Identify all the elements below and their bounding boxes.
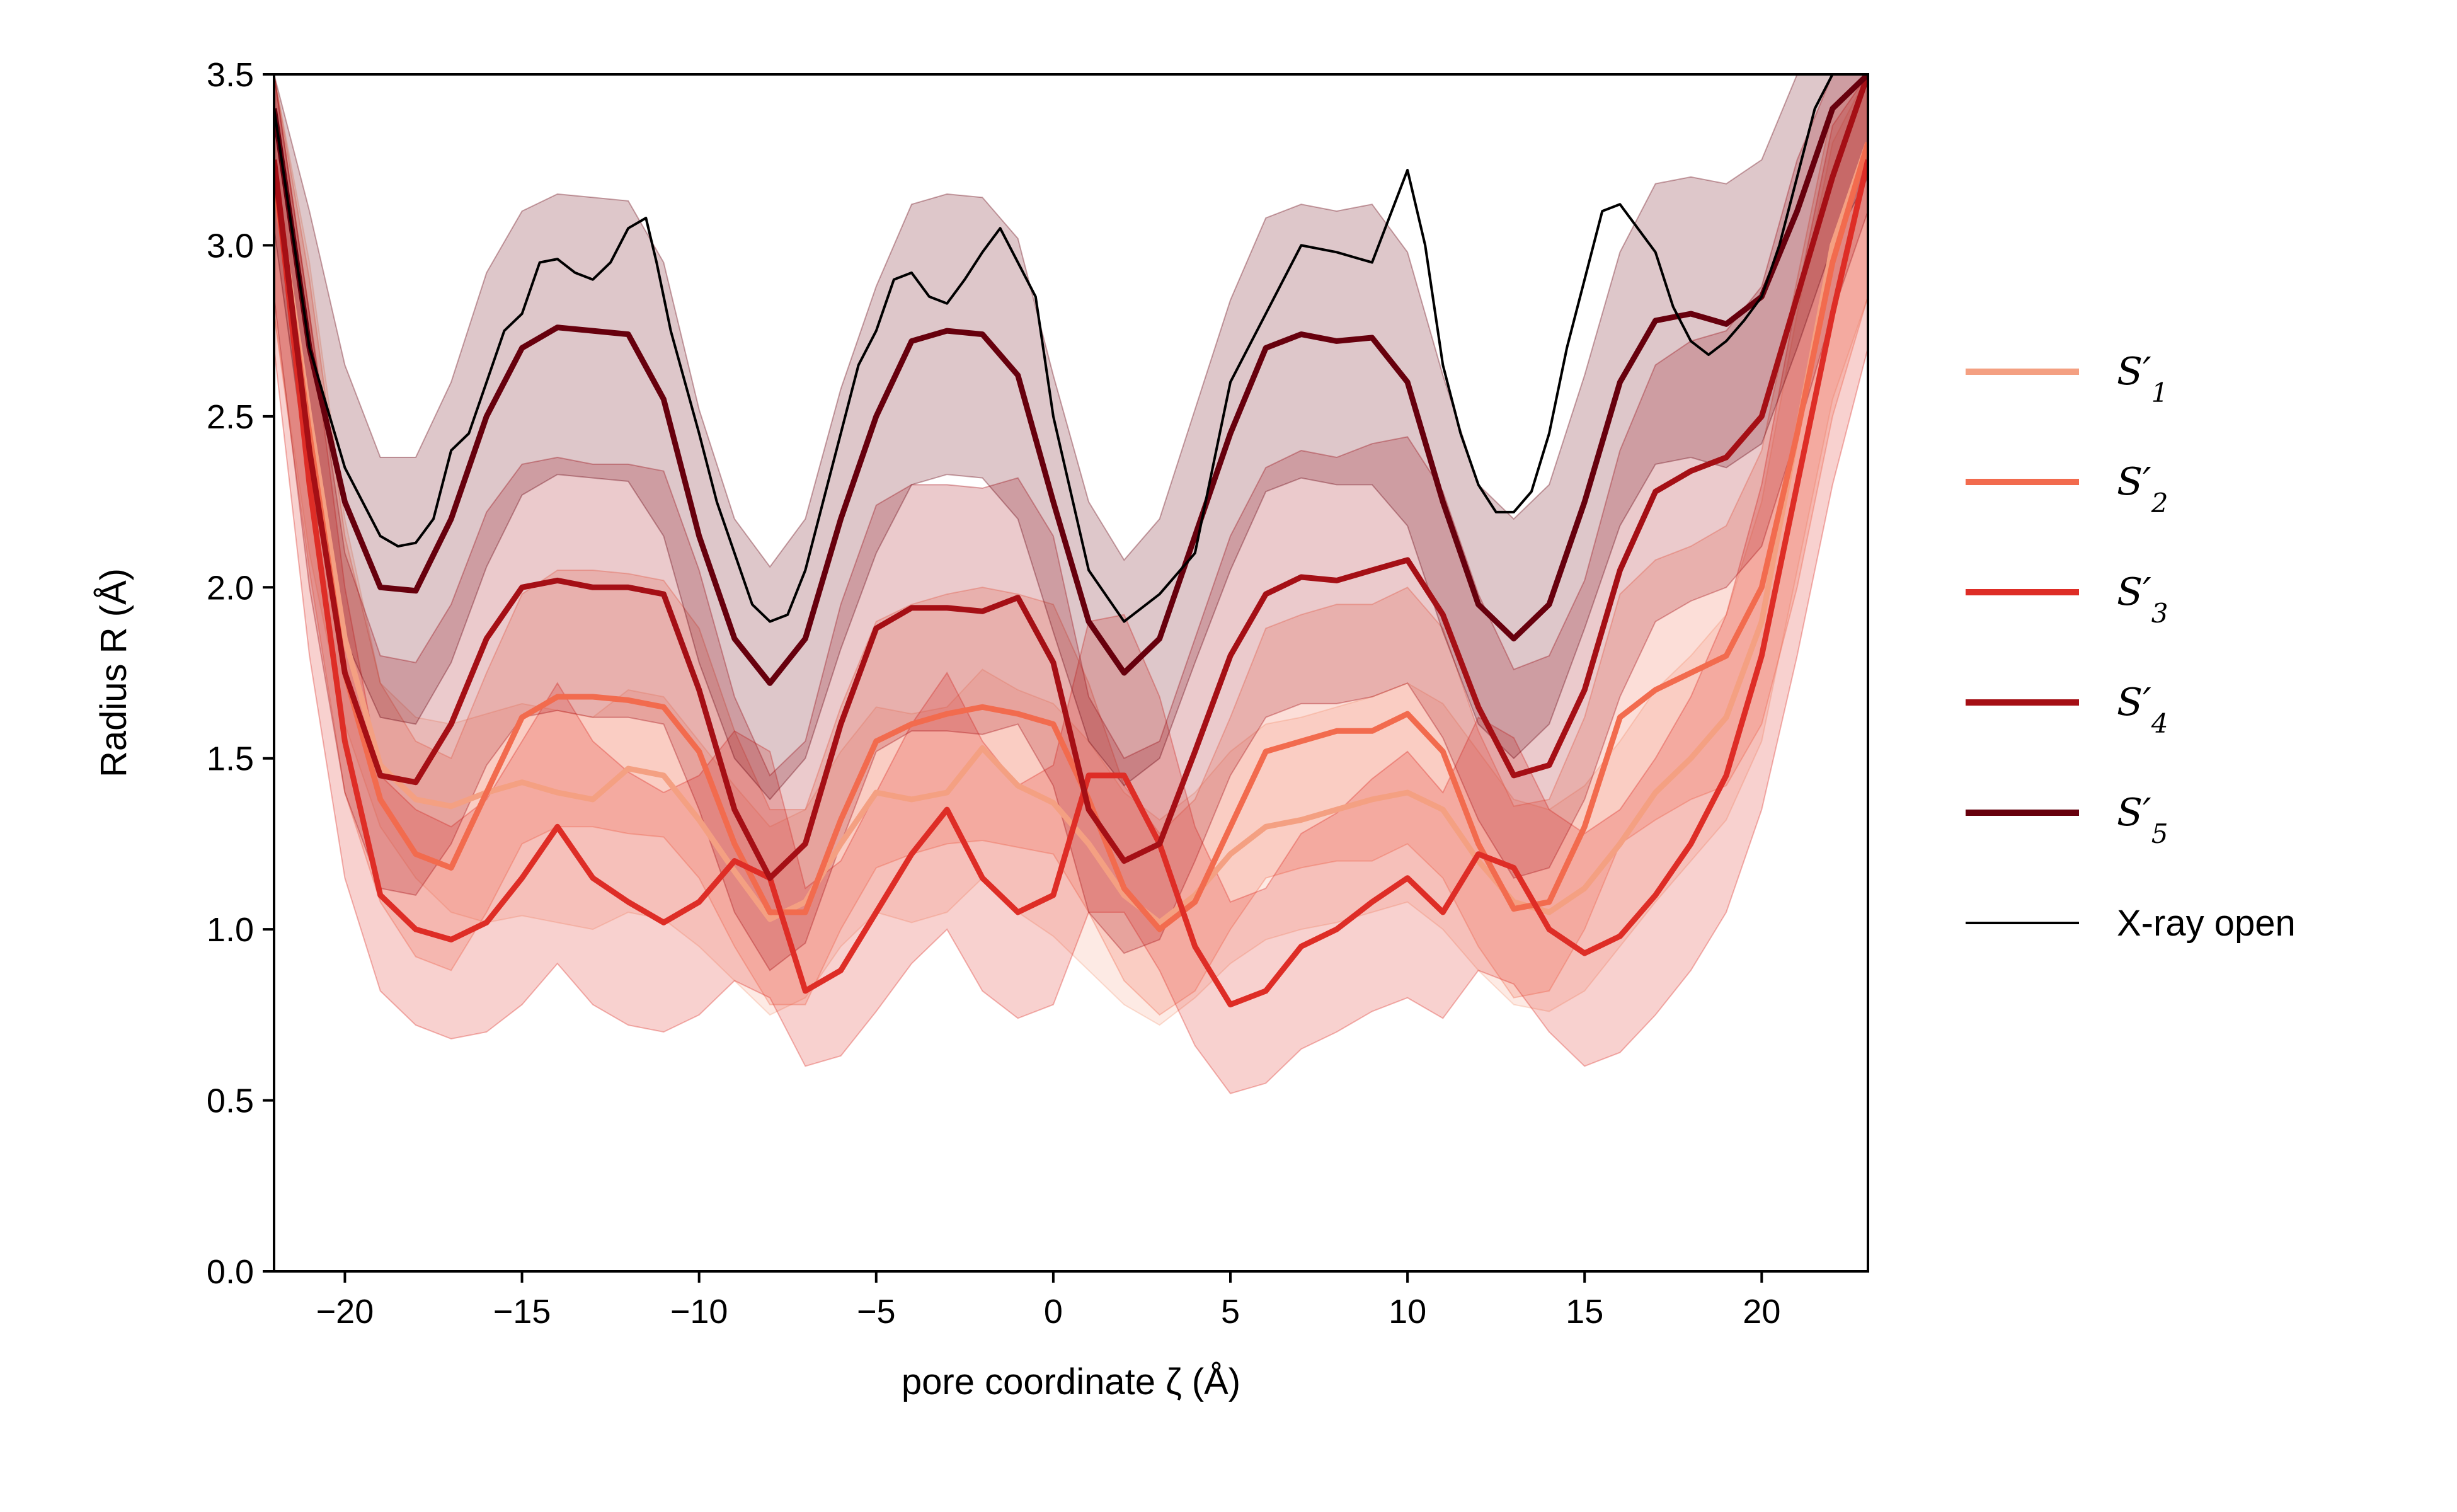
- x-tick-label: −20: [316, 1293, 374, 1331]
- x-axis-ticks: −20 −15 −10 −5 0 5 10 15 20: [316, 1271, 1780, 1331]
- band-series-5: [274, 74, 1868, 801]
- line-series-3: [274, 159, 1868, 1008]
- line-series-4: [274, 74, 1868, 881]
- x-tick-label: 15: [1566, 1293, 1603, 1331]
- legend-label: S′1: [2117, 350, 2168, 408]
- x-tick-label: 10: [1389, 1293, 1426, 1331]
- legend-label: S′2: [2117, 460, 2168, 518]
- x-tick-label: −15: [493, 1293, 551, 1331]
- line-series-2: [274, 142, 1868, 932]
- band-series-2: [274, 74, 1868, 1016]
- y-tick-label: 1.0: [207, 911, 254, 949]
- legend-subscript: 3: [2151, 598, 2168, 629]
- x-tick-label: 0: [1044, 1293, 1063, 1331]
- legend-subscript: 5: [2151, 818, 2168, 849]
- y-tick-label: 1.5: [207, 740, 254, 778]
- y-tick-label: 3.0: [207, 227, 254, 265]
- y-tick-label: 2.0: [207, 569, 254, 607]
- y-axis-ticks: 0.0 0.5 1.0 1.5 2.0 2.5 3.0 3.5: [207, 56, 274, 1291]
- legend-subscript: 2: [2151, 488, 2168, 518]
- band-series-4: [274, 74, 1868, 971]
- x-axis-label: pore coordinate ζ (Å): [902, 1361, 1240, 1402]
- legend-label: X-ray open: [2117, 903, 2296, 944]
- x-tick-label: −10: [670, 1293, 728, 1331]
- legend-label: S′5: [2117, 791, 2168, 849]
- series-lines: [274, 74, 1868, 1008]
- plot-frame: [273, 73, 1869, 1273]
- legend-subscript: 4: [2151, 708, 2168, 739]
- legend-label: S′3: [2117, 570, 2168, 629]
- line-series-1: [274, 142, 1868, 925]
- legend-label: S′4: [2117, 680, 2168, 739]
- y-tick-label: 2.5: [207, 398, 254, 436]
- y-tick-label: 0.5: [207, 1082, 254, 1120]
- y-axis-label: Radius R (Å): [93, 568, 134, 777]
- confidence-bands: [274, 74, 1868, 1094]
- x-tick-label: 5: [1221, 1293, 1240, 1331]
- y-tick-label: 3.5: [207, 56, 254, 94]
- x-tick-label: −5: [857, 1293, 896, 1331]
- y-tick-label: 0.0: [207, 1253, 254, 1291]
- line-series-5: [274, 74, 1868, 686]
- x-tick-label: 20: [1743, 1293, 1780, 1331]
- line-xray-open: [274, 74, 1868, 623]
- legend-subscript: 1: [2151, 377, 2168, 408]
- legend: S′1 S′2 S′3 S′4 S′5 X-ray open: [1966, 350, 2296, 944]
